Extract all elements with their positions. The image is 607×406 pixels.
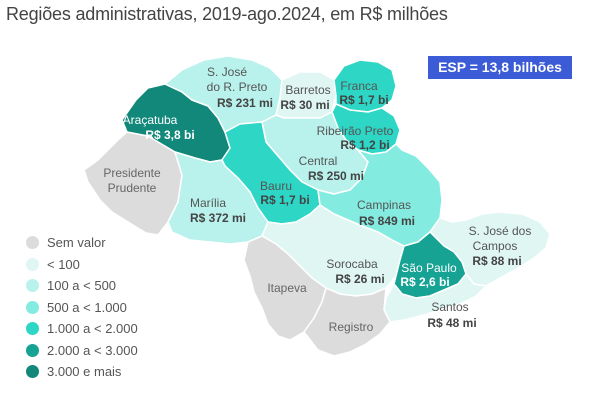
label-campinas-name: Campinas (357, 198, 411, 212)
label-santos-name: Santos (431, 300, 468, 314)
legend-item: 3.000 e mais (26, 361, 138, 383)
label-sjrp-value: R$ 231 mi (217, 96, 273, 110)
legend-item: 500 a < 1.000 (26, 297, 138, 319)
legend-swatch (26, 257, 39, 271)
legend-label: 2.000 a < 3.000 (47, 342, 138, 358)
label-sao-paulo-name: São Paulo (401, 261, 457, 275)
label-ribeirao-value: R$ 1,2 bi (340, 138, 389, 152)
legend-item: 100 a < 500 (26, 275, 138, 297)
legend-swatch (26, 236, 39, 250)
label-registro-name: Registro (329, 320, 374, 334)
legend-item: Sem valor (26, 232, 138, 254)
label-barretos-name: Barretos (285, 83, 330, 97)
label-barretos-value: R$ 30 mi (280, 98, 329, 112)
label-aracatuba-name: Araçatuba (123, 113, 178, 127)
label-ribeirao-name: Ribeirão Preto (317, 124, 394, 138)
legend-item: < 100 (26, 254, 138, 276)
label-itapeva-name: Itapeva (267, 281, 307, 295)
legend-item: 1.000 a < 2.000 (26, 318, 138, 340)
legend-label: Sem valor (47, 235, 106, 251)
legend-label: 1.000 a < 2.000 (47, 321, 138, 337)
legend-swatch (26, 279, 39, 293)
label-franca-value: R$ 1,7 bi (339, 93, 388, 107)
total-badge: ESP = 13,8 bilhões (428, 56, 572, 79)
label-sjrp-name-1: S. José (207, 65, 247, 79)
label-santos-value: R$ 48 mi (427, 316, 476, 330)
map-subtitle: Regiões administrativas, 2019-ago.2024, … (6, 4, 448, 24)
label-bauru-value: R$ 1,7 bi (260, 193, 309, 207)
label-sjc-name-1: S. José dos (469, 224, 532, 238)
legend-label: < 100 (47, 256, 80, 272)
label-bauru-name: Bauru (260, 179, 292, 193)
label-aracatuba-value: R$ 3,8 bi (145, 128, 194, 142)
label-sjrp-name-2: do R. Preto (207, 80, 268, 94)
label-sjc-value: R$ 88 mi (472, 254, 521, 268)
legend-label: 100 a < 500 (47, 278, 117, 294)
legend: Sem valor < 100 100 a < 500 500 a < 1.00… (26, 232, 138, 383)
label-franca-name: Franca (340, 79, 378, 93)
label-sjc-name-2: Campos (473, 239, 518, 253)
label-central-value: R$ 250 mi (308, 169, 364, 183)
legend-swatch (26, 322, 39, 336)
legend-swatch (26, 343, 39, 357)
legend-label: 3.000 e mais (47, 364, 122, 380)
region-registro[interactable] (303, 287, 391, 357)
legend-swatch (26, 300, 39, 314)
legend-label: 500 a < 1.000 (47, 299, 127, 315)
label-marilia-value: R$ 372 mi (190, 211, 246, 225)
label-central-name: Central (299, 154, 338, 168)
label-sorocaba-value: R$ 26 mi (335, 272, 384, 286)
label-campinas-value: R$ 849 mi (359, 214, 415, 228)
label-prudente-name-2: Prudente (108, 181, 157, 195)
legend-swatch (26, 365, 39, 379)
legend-item: 2.000 a < 3.000 (26, 340, 138, 362)
label-prudente-name-1: Presidente (103, 166, 161, 180)
label-sorocaba-name: Sorocaba (326, 257, 378, 271)
label-marilia-name: Marília (190, 196, 226, 210)
label-sao-paulo-value: R$ 2,6 bi (400, 275, 449, 289)
